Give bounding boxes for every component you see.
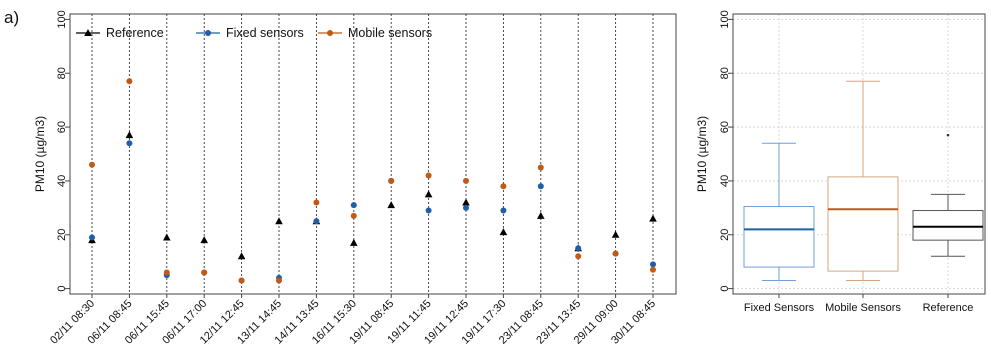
legend-label: Fixed sensors bbox=[226, 26, 304, 40]
legend-item: Fixed sensors bbox=[196, 26, 304, 40]
legend-label: Reference bbox=[106, 26, 164, 40]
fixed-sensor-point bbox=[650, 261, 656, 268]
mobile-sensor-point bbox=[537, 164, 544, 171]
mobile-sensor-point bbox=[463, 177, 469, 184]
mobile-sensor-point bbox=[650, 266, 656, 273]
reference-point bbox=[200, 236, 208, 244]
legend-marker bbox=[327, 30, 333, 36]
interquartile-box bbox=[912, 210, 984, 241]
y-tick-label: 20 bbox=[56, 229, 68, 241]
plot-frame bbox=[69, 13, 677, 295]
y-axis-title: PM10 (µg/m3) bbox=[33, 116, 47, 192]
mobile-sensor-point bbox=[500, 183, 507, 190]
fixed-sensor-point bbox=[500, 207, 507, 214]
fixed-sensor-point bbox=[537, 183, 544, 190]
box-plot-frame bbox=[732, 13, 986, 295]
legend-label: Mobile sensors bbox=[348, 26, 432, 40]
mobile-sensor-point bbox=[575, 253, 582, 260]
legend-item: Reference bbox=[76, 26, 164, 40]
reference-point bbox=[649, 214, 657, 222]
mobile-sensor-point bbox=[388, 177, 395, 184]
mobile-sensor-point bbox=[276, 277, 282, 284]
y-tick-label: 100 bbox=[719, 10, 731, 28]
reference-point bbox=[275, 217, 283, 225]
mobile-sensor-point bbox=[163, 269, 170, 276]
reference-point bbox=[387, 201, 395, 209]
y-axis-title: PM10 (µg/m3) bbox=[695, 116, 709, 192]
interquartile-box bbox=[827, 176, 899, 272]
y-tick-label: 60 bbox=[56, 121, 68, 133]
fixed-sensor-point bbox=[313, 218, 320, 225]
reference-point bbox=[237, 252, 246, 260]
y-tick-label: 60 bbox=[719, 121, 731, 133]
x-tick-label: Mobile Sensors bbox=[825, 302, 901, 314]
fixed-sensor-point bbox=[425, 207, 432, 214]
mobile-sensor-point bbox=[89, 161, 95, 168]
fixed-sensor-point bbox=[350, 202, 357, 209]
y-tick-label: 20 bbox=[719, 229, 731, 241]
x-tick-label: Fixed Sensors bbox=[744, 302, 815, 314]
mobile-sensor-point bbox=[126, 78, 133, 85]
y-tick-label: 80 bbox=[56, 67, 68, 79]
mobile-sensor-point bbox=[350, 212, 357, 219]
y-tick-label: 40 bbox=[56, 175, 68, 187]
reference-point bbox=[163, 233, 171, 241]
legend-marker bbox=[205, 30, 211, 36]
reference-point bbox=[611, 230, 620, 238]
box-fixed-sensors bbox=[743, 142, 815, 282]
x-tick-label: Reference bbox=[923, 302, 974, 314]
panel-label: a) bbox=[4, 8, 20, 27]
mobile-sensor-point bbox=[313, 199, 320, 206]
legend-marker bbox=[84, 29, 92, 36]
y-tick-label: 0 bbox=[56, 286, 68, 292]
y-tick-label: 80 bbox=[719, 67, 731, 79]
mobile-sensor-point bbox=[201, 269, 208, 276]
y-tick-label: 40 bbox=[719, 175, 731, 187]
fixed-sensor-point bbox=[89, 234, 95, 241]
legend-item: Mobile sensors bbox=[318, 26, 432, 40]
box-mobile-sensors bbox=[827, 80, 899, 282]
y-tick-label: 100 bbox=[56, 10, 68, 28]
mobile-sensor-point bbox=[612, 250, 619, 257]
mobile-sensor-point bbox=[425, 172, 432, 179]
box-reference bbox=[912, 133, 984, 257]
interquartile-box bbox=[743, 206, 815, 268]
reference-point bbox=[537, 211, 545, 219]
fixed-sensor-point bbox=[126, 140, 133, 147]
reference-point bbox=[350, 238, 358, 246]
mobile-sensor-point bbox=[238, 277, 245, 284]
reference-point bbox=[462, 198, 470, 206]
fixed-sensor-point bbox=[463, 204, 469, 211]
fixed-sensor-point bbox=[575, 245, 582, 252]
y-tick-label: 0 bbox=[719, 286, 731, 292]
reference-point bbox=[424, 190, 433, 198]
reference-point bbox=[499, 228, 508, 236]
reference-point bbox=[125, 131, 134, 139]
outlier-point bbox=[946, 133, 950, 137]
